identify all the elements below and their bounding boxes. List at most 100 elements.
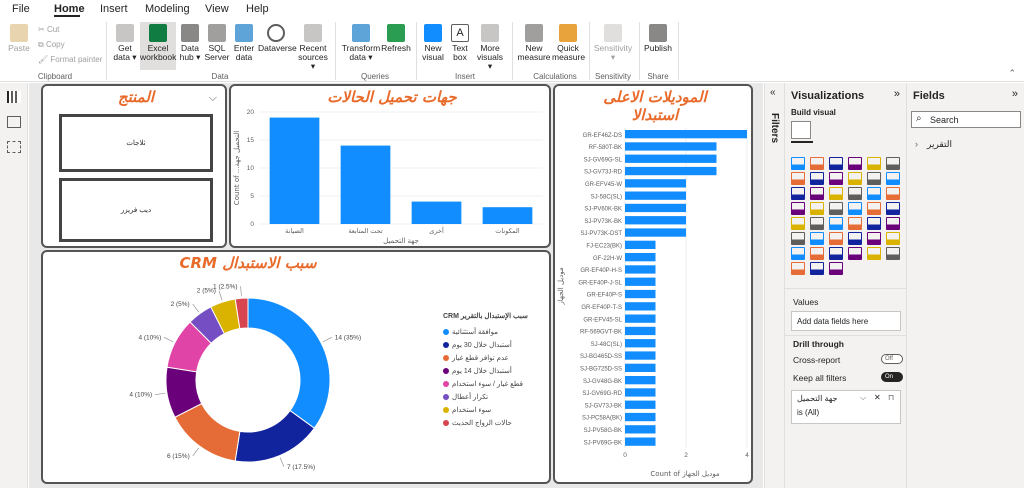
legend-item[interactable]: أستبدال خلال 30 يوم [443,341,512,349]
visual-type-icon[interactable] [810,232,824,245]
visual-type-icon[interactable] [829,202,843,215]
format-painter-button[interactable]: 🖌 Format painter [38,55,103,64]
recent-sources-button[interactable]: Recent sources ▾ [296,24,330,71]
visual-type-icon[interactable] [791,262,805,275]
legend-item[interactable]: قطع غيار / سوء استخدام [443,380,523,388]
visual-type-icon[interactable] [867,157,881,170]
visual-type-icon[interactable] [867,202,881,215]
visual-type-icon[interactable] [810,172,824,185]
drill-filter-card[interactable]: جهة التحميل is (All) ⌵ ✕ ⊓ [791,390,901,424]
loading-sources-bar-chart[interactable]: جهات تحميل الحالات 20 15 10 5 0 الصيانة تحت ال… [229,84,551,248]
enter-data-button[interactable]: Enter data [232,24,256,62]
visual-type-icon[interactable] [810,262,824,275]
visual-type-icon[interactable] [886,232,900,245]
visual-type-icon[interactable] [829,217,843,230]
visual-type-icon[interactable] [810,187,824,200]
model-view-icon[interactable] [7,141,21,153]
format-visual-tab-icon[interactable] [817,121,837,139]
legend-item[interactable]: حالات الزواج الحديث [443,419,512,427]
text-box-button[interactable]: A Text box [448,24,472,62]
visual-type-icon[interactable] [867,217,881,230]
quick-measure-button[interactable]: Quick measure [552,24,585,62]
visual-type-icon[interactable] [886,247,900,260]
visual-type-icon[interactable] [791,172,805,185]
more-visuals-button[interactable]: More visuals ▾ [474,24,506,71]
visual-type-icon[interactable] [810,157,824,170]
legend-item[interactable]: موافقة أستثنائية [443,328,498,336]
legend-item[interactable]: أستبدال خلال 14 يوم [443,367,512,375]
collapse-ribbon-icon[interactable]: ⌃ [1008,68,1016,78]
sql-server-button[interactable]: SQL Server [204,24,230,62]
visual-type-icon[interactable] [791,157,805,170]
menu-file[interactable]: File [12,3,30,15]
visual-type-icon[interactable] [848,232,862,245]
visual-type-icon[interactable] [810,247,824,260]
visual-type-icon[interactable] [886,172,900,185]
visual-type-icon[interactable] [867,247,881,260]
filters-pane-collapsed[interactable]: « Filters [764,83,784,488]
report-view-icon[interactable] [7,91,21,103]
data-hub-button[interactable]: Data hub ▾ [178,24,202,62]
slicer-item[interactable]: ثلاجات [59,114,213,172]
chevron-down-icon[interactable]: ⌵ [860,393,867,402]
publish-button[interactable]: Publish [643,24,673,53]
copy-button[interactable]: ⧉ Copy [38,40,65,49]
build-visual-tab-icon[interactable] [791,121,811,139]
visual-type-icon[interactable] [791,202,805,215]
visual-type-icon[interactable] [829,247,843,260]
visual-type-icon[interactable] [867,172,881,185]
add-fields-well[interactable]: Add data fields here [791,311,901,331]
visual-type-icon[interactable] [848,172,862,185]
get-data-button[interactable]: Get data ▾ [112,24,138,62]
new-measure-button[interactable]: New measure [516,24,552,62]
visual-type-icon[interactable] [867,187,881,200]
cross-report-toggle[interactable]: Off [881,354,903,364]
new-visual-button[interactable]: New visual [420,24,446,62]
visual-type-icon[interactable] [829,157,843,170]
visual-type-icon[interactable] [791,217,805,230]
visual-type-icon[interactable] [886,157,900,170]
keep-filters-toggle[interactable]: On [881,372,903,382]
visual-type-icon[interactable] [810,202,824,215]
chevron-right-icon[interactable]: › [915,139,918,149]
lock-icon[interactable]: ⊓ [888,393,895,402]
menu-view[interactable]: View [205,3,229,15]
menu-help[interactable]: Help [246,3,269,15]
sensitivity-button[interactable]: Sensitivity ▾ [593,24,633,62]
visual-type-icon[interactable] [791,247,805,260]
visual-type-icon[interactable] [848,247,862,260]
transform-data-button[interactable]: Transform data ▾ [341,24,381,62]
visual-type-icon[interactable] [886,187,900,200]
visual-type-icon[interactable] [848,157,862,170]
legend-item[interactable]: سوء استخدام [443,406,491,414]
menu-insert[interactable]: Insert [100,3,128,15]
search-box[interactable]: ⌕ Search [911,111,1021,128]
visual-type-icon[interactable] [848,187,862,200]
visual-type-icon[interactable] [886,202,900,215]
chevron-down-icon[interactable]: ⌵ [208,92,217,104]
top-models-bar-chart[interactable]: الموديلات الاعلى استبدالا 0 2 4 GR-EF46Z-DS… [553,84,753,484]
dataverse-button[interactable]: Dataverse [258,24,297,53]
product-slicer[interactable]: المنتج ⌵ ثلاجات ديب فريزر [41,84,227,248]
visual-type-icon[interactable] [829,172,843,185]
visual-type-icon[interactable] [810,217,824,230]
replacement-reason-donut[interactable]: CRM سبب الاستبدال 14 (35%) 7 (17.5%) 6 (15… [41,250,551,484]
visual-type-icon[interactable] [867,232,881,245]
visual-type-icon[interactable] [829,232,843,245]
expand-icon[interactable]: « [770,87,776,98]
legend-item[interactable]: تكرار أعطال [443,393,488,401]
refresh-button[interactable]: Refresh [381,24,411,53]
visual-type-icon[interactable] [791,187,805,200]
table-item[interactable]: التقرير [927,139,952,149]
visual-type-icon[interactable] [791,232,805,245]
close-icon[interactable]: ✕ [874,393,881,402]
cut-button[interactable]: ✂ Cut [38,25,60,34]
menu-modeling[interactable]: Modeling [145,3,190,15]
collapse-icon[interactable]: » [1011,88,1018,100]
excel-workbook-button[interactable]: Excel workbook [140,22,176,70]
visual-type-icon[interactable] [829,262,843,275]
legend-item[interactable]: عدم توافر قطع غيار [443,354,509,362]
visual-type-icon[interactable] [829,187,843,200]
table-view-icon[interactable] [7,116,21,128]
visual-type-icon[interactable] [848,217,862,230]
